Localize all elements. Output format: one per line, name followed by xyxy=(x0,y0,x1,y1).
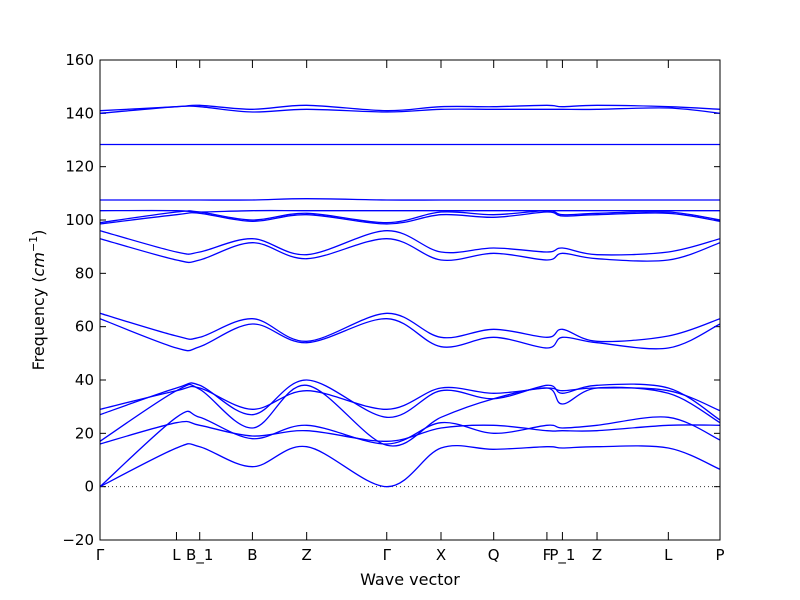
x-tick-label: B_1 xyxy=(186,546,213,565)
x-axis-label: Wave vector xyxy=(360,570,460,589)
y-tick-label: 60 xyxy=(75,318,94,336)
x-tick-label: Γ xyxy=(383,546,392,564)
y-tick-label: 40 xyxy=(75,371,94,389)
x-tick-label: F xyxy=(543,546,552,564)
x-tick-label: P_1 xyxy=(549,546,575,565)
y-axis-unit-exponent: −1 xyxy=(27,236,40,252)
band-line-10 xyxy=(100,230,720,256)
band-line-2 xyxy=(100,410,720,488)
band-line-7 xyxy=(100,318,720,352)
y-tick-label: 140 xyxy=(65,104,94,122)
y-tick-label: 120 xyxy=(65,158,94,176)
band-line-9 xyxy=(100,238,720,264)
band-line-5 xyxy=(100,379,720,421)
plot-frame xyxy=(99,59,721,541)
y-axis-label-text: Frequency ( xyxy=(29,276,48,370)
x-tick-label: X xyxy=(436,546,446,564)
x-tick-labels: Γ L B_1 B Z Γ X Q FP_1 Z L P xyxy=(96,546,725,565)
y-tick-label: 20 xyxy=(75,424,94,442)
y-axis-label-close: ) xyxy=(29,230,48,236)
band-line-8 xyxy=(100,312,720,343)
x-tick-label: Z xyxy=(592,546,602,564)
x-tick-label: Z xyxy=(302,546,312,564)
x-tick-label: L xyxy=(172,546,181,564)
band-line-6 xyxy=(100,385,720,412)
band-line-3 xyxy=(100,420,720,445)
band-line-11 xyxy=(100,211,720,225)
x-tick-label: L xyxy=(664,546,673,564)
y-tick-label: 0 xyxy=(84,478,94,496)
x-tick-label: P xyxy=(715,546,724,564)
x-tick-label: Q xyxy=(488,546,500,564)
y-tick-label: −20 xyxy=(62,531,94,549)
band-line-14 xyxy=(100,198,720,201)
band-line-1 xyxy=(100,443,720,488)
band-line-17 xyxy=(100,104,720,112)
x-tick-label: Γ xyxy=(96,546,105,564)
y-tick-label: 100 xyxy=(65,211,94,229)
x-tick-label: B xyxy=(247,546,257,564)
series-layer xyxy=(100,104,720,488)
band-line-16 xyxy=(100,105,720,114)
band-line-13 xyxy=(100,209,720,213)
y-tick-labels: −20 0 20 40 60 80 100 120 140 160 xyxy=(62,51,94,549)
y-tick-label: 80 xyxy=(75,264,94,282)
y-tick-label: 160 xyxy=(65,51,94,69)
y-axis-unit: cm xyxy=(29,252,48,276)
y-axis-label: Frequency (cm−1) xyxy=(27,230,48,371)
